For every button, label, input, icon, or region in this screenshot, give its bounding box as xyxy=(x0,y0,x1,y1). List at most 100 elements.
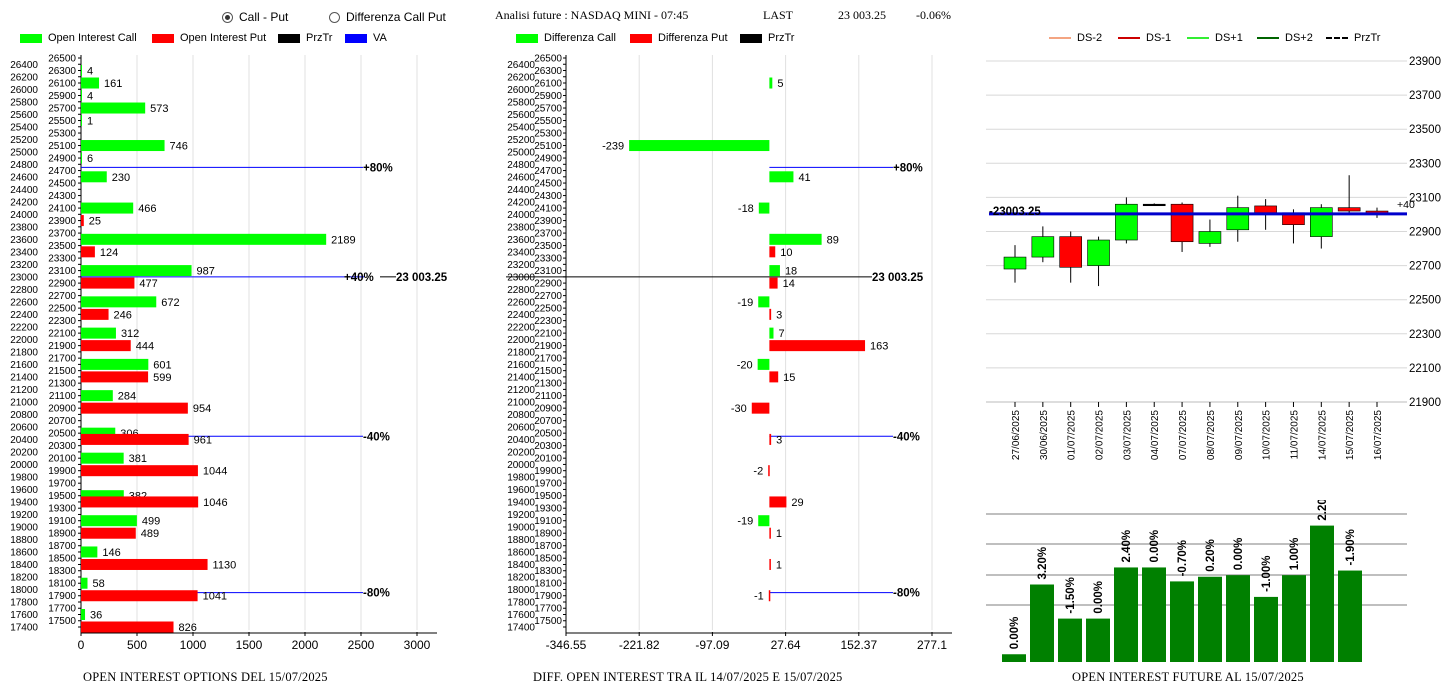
future-bar xyxy=(1114,567,1138,662)
strike-label: 21300 xyxy=(48,379,76,390)
strike-label: 19800 xyxy=(10,472,38,483)
strike-label: 25700 xyxy=(48,104,76,115)
future-bar-label: -1.00% xyxy=(1261,555,1273,591)
put-value-label: 961 xyxy=(194,434,212,446)
put-bar xyxy=(81,246,95,258)
legend-ds-minus-2: DS-2 xyxy=(1049,32,1102,44)
strike-label: 22900 xyxy=(48,279,76,290)
put-value-label: 954 xyxy=(193,403,211,415)
put-value-label: 599 xyxy=(153,372,171,384)
legend-label: DS+1 xyxy=(1215,32,1243,44)
strike-label: 25300 xyxy=(48,129,76,140)
legend-ds-plus-1: DS+1 xyxy=(1187,32,1243,44)
strike-label: 23800 xyxy=(507,222,535,233)
diff-put-value-label: 1 xyxy=(776,559,782,571)
diff-put-value-label: 3 xyxy=(776,309,782,321)
put-bar xyxy=(81,308,109,320)
legend-line xyxy=(1326,37,1348,39)
strike-label: 24400 xyxy=(507,185,535,196)
strike-label: 24200 xyxy=(507,197,535,208)
candle-body xyxy=(1254,205,1277,214)
call-bar xyxy=(81,265,192,277)
strike-label: 21700 xyxy=(534,354,562,365)
radio-call-put[interactable]: Call - Put xyxy=(222,10,288,24)
candlestick-chart: 23900 23700 23500 23300 23100 22900 22700 22500… xyxy=(986,56,1441,460)
legend-label: Differenza Put xyxy=(658,32,728,44)
strike-label: 20100 xyxy=(48,454,76,465)
strike-label: 17700 xyxy=(534,604,562,615)
diff-put-bar xyxy=(768,590,771,602)
strike-label: 21400 xyxy=(10,372,38,383)
diff-call-bar xyxy=(769,265,780,277)
strike-label: 23400 xyxy=(507,247,535,258)
level-label: +80% xyxy=(893,162,923,174)
diff-put-value-label: 1 xyxy=(776,528,782,540)
strike-label: 24800 xyxy=(507,160,535,171)
legend-differenza-call: Differenza Call xyxy=(516,32,616,44)
strike-label: 26100 xyxy=(48,79,76,90)
strike-label: 19200 xyxy=(507,510,535,521)
strike-label: 21200 xyxy=(507,385,535,396)
call-bar xyxy=(81,515,137,527)
strike-label: 19900 xyxy=(534,466,562,477)
strike-label: 20200 xyxy=(10,447,38,458)
strike-label: 17800 xyxy=(507,597,535,608)
legend-label: Differenza Call xyxy=(544,32,616,44)
strike-label: 20500 xyxy=(48,429,76,440)
candle-body xyxy=(1087,239,1110,266)
strike-label: 20000 xyxy=(507,460,535,471)
strike-label: 17800 xyxy=(10,597,38,608)
strike-label: 25600 xyxy=(10,110,38,121)
x-tick-label: 152.37 xyxy=(840,638,877,652)
diff-call-bar xyxy=(757,358,770,370)
future-bar-label: 0.00% xyxy=(1009,617,1021,650)
put-value-label: 1044 xyxy=(203,466,227,478)
strike-label: 23200 xyxy=(507,260,535,271)
strike-label: 19800 xyxy=(507,472,535,483)
put-value-label: 124 xyxy=(100,247,118,259)
candle-body xyxy=(1170,203,1194,243)
strike-label: 25400 xyxy=(10,122,38,133)
strike-label: 23600 xyxy=(507,235,535,246)
strike-label: 26100 xyxy=(534,79,562,90)
strike-label: 26200 xyxy=(10,72,38,83)
strike-label: 21900 xyxy=(534,341,562,352)
call-value-label: 1 xyxy=(87,116,93,128)
legend-line xyxy=(1257,37,1279,39)
diff-put-value-label: -2 xyxy=(753,466,763,478)
call-bar xyxy=(81,327,116,339)
diff-put-bar xyxy=(769,340,866,352)
strike-label: 17500 xyxy=(534,616,562,627)
y-tick-label: 22700 xyxy=(1409,261,1441,273)
strike-label: 17900 xyxy=(534,591,562,602)
strike-label: 19100 xyxy=(534,516,562,527)
diff-call-value-label: -18 xyxy=(738,203,754,215)
strike-label: 24900 xyxy=(534,154,562,165)
call-bar xyxy=(81,452,124,464)
legend-ds-plus-2: DS+2 xyxy=(1257,32,1313,44)
y-tick-label: 22300 xyxy=(1409,329,1441,341)
strike-label: 23000 xyxy=(10,272,38,283)
legend-line xyxy=(1187,37,1209,39)
future-bar xyxy=(1170,581,1194,662)
diff-call-bar xyxy=(758,296,770,308)
call-value-label: 672 xyxy=(161,297,179,309)
diff-call-bar xyxy=(769,77,773,89)
strike-label: 20600 xyxy=(507,422,535,433)
legend-label: DS-1 xyxy=(1146,32,1172,44)
strike-label: 24400 xyxy=(10,185,38,196)
strike-label: 24700 xyxy=(48,166,76,177)
call-bar xyxy=(81,90,82,102)
strike-label: 26500 xyxy=(534,54,562,65)
call-bar xyxy=(81,358,149,370)
diff-call-bar xyxy=(758,202,770,214)
call-value-label: 573 xyxy=(150,103,168,115)
diff-put-value-label: 15 xyxy=(783,372,795,384)
future-bar-label: 3.20% xyxy=(1037,547,1049,580)
strike-label: 19300 xyxy=(48,504,76,515)
diff-call-value-label: 18 xyxy=(785,266,797,278)
call-value-label: 161 xyxy=(104,78,122,90)
radio-differenza[interactable]: Differenza Call Put xyxy=(329,10,446,24)
x-tick-label: -346.55 xyxy=(546,638,587,652)
